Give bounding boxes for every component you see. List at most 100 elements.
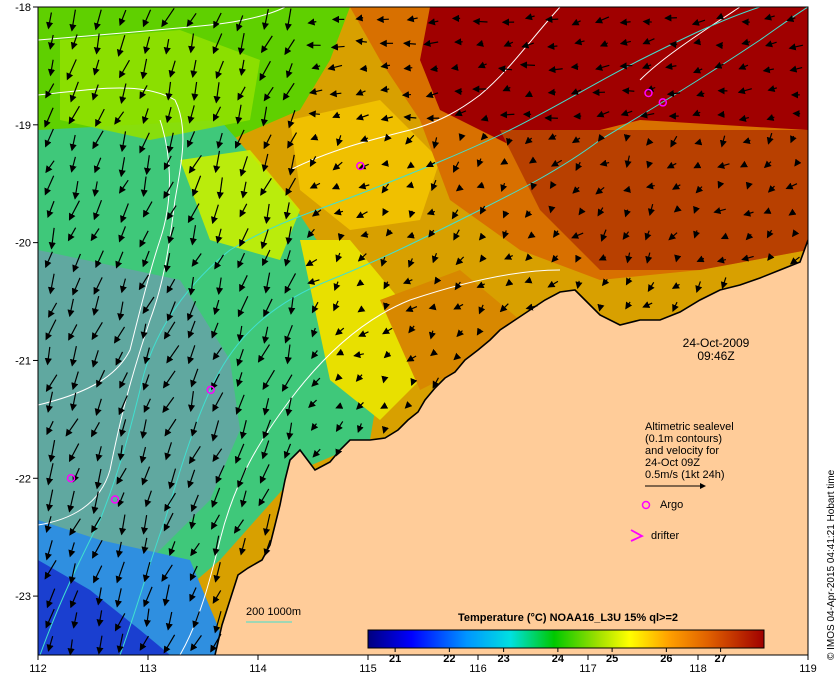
velocity-arrow bbox=[479, 205, 487, 215]
velocity-arrow bbox=[46, 12, 54, 30]
velocity-arrow bbox=[142, 9, 152, 28]
velocity-arrow bbox=[263, 272, 271, 294]
velocity-arrow bbox=[166, 205, 177, 221]
velocity-arrow bbox=[499, 303, 509, 313]
velocity-arrow bbox=[212, 448, 223, 463]
velocity-arrow bbox=[188, 154, 202, 174]
date-label: 24-Oct-2009 bbox=[682, 336, 750, 350]
velocity-arrow bbox=[45, 391, 54, 413]
velocity-arrow bbox=[235, 104, 243, 125]
velocity-arrow bbox=[259, 464, 270, 484]
velocity-arrow bbox=[521, 41, 534, 49]
velocity-arrow bbox=[263, 539, 271, 557]
velocity-arrow bbox=[139, 132, 150, 154]
velocity-arrow bbox=[595, 186, 605, 195]
argo-float-marker bbox=[658, 98, 668, 107]
velocity-arrow bbox=[46, 635, 54, 652]
velocity-arrow bbox=[91, 84, 99, 101]
velocity-arrow bbox=[547, 280, 559, 288]
velocity-arrow bbox=[502, 230, 510, 240]
velocity-arrow bbox=[786, 15, 796, 22]
velocity-arrow bbox=[524, 13, 535, 21]
velocity-arrow bbox=[188, 276, 196, 296]
velocity-arrow bbox=[48, 227, 56, 250]
velocity-arrow bbox=[693, 38, 702, 46]
velocity-arrow bbox=[549, 181, 557, 190]
velocity-arrow bbox=[335, 448, 343, 457]
velocity-arrow bbox=[645, 252, 653, 264]
velocity-arrow bbox=[93, 33, 101, 55]
argo-float-marker bbox=[356, 161, 365, 171]
lat-tick-label: -21 bbox=[15, 355, 31, 367]
velocity-arrow bbox=[143, 155, 152, 176]
velocity-arrow bbox=[311, 350, 319, 359]
velocity-arrow bbox=[790, 135, 797, 144]
velocity-arrow bbox=[69, 590, 79, 609]
velocity-arrow bbox=[95, 250, 104, 269]
lon-tick-label: 112 bbox=[29, 663, 47, 675]
velocity-arrow bbox=[90, 228, 100, 242]
velocity-arrow bbox=[767, 85, 777, 93]
velocity-arrow bbox=[165, 81, 173, 101]
velocity-arrow bbox=[114, 588, 122, 608]
velocity-arrow bbox=[788, 43, 804, 51]
velocity-arrow bbox=[525, 253, 533, 261]
velocity-arrow bbox=[570, 88, 582, 95]
velocity-arrow bbox=[91, 350, 99, 368]
velocity-arrow bbox=[48, 34, 56, 50]
lat-tick-label: -20 bbox=[15, 238, 31, 250]
velocity-arrow bbox=[479, 254, 487, 263]
velocity-arrow bbox=[93, 157, 102, 174]
velocity-arrow bbox=[454, 109, 467, 117]
velocity-arrow bbox=[307, 277, 320, 285]
velocity-arrow bbox=[432, 377, 440, 389]
velocity-arrow bbox=[312, 448, 321, 458]
velocity-arrow bbox=[187, 391, 196, 413]
velocity-arrow bbox=[45, 319, 57, 341]
velocity-arrow bbox=[188, 33, 196, 54]
velocity-arrow bbox=[497, 65, 513, 73]
velocity-arrow bbox=[161, 564, 173, 582]
velocity-arrow bbox=[431, 252, 439, 264]
velocity-arrow bbox=[310, 133, 319, 141]
velocity-arrow bbox=[309, 156, 317, 167]
velocity-arrow bbox=[308, 399, 317, 409]
velocity-arrow bbox=[92, 130, 104, 150]
velocity-arrow bbox=[283, 202, 291, 220]
velocity-arrow bbox=[287, 110, 296, 129]
velocity-arrow bbox=[262, 369, 275, 390]
velocity-arrow bbox=[113, 326, 126, 344]
velocity-arrow bbox=[161, 7, 175, 28]
velocity-arrow bbox=[115, 541, 123, 558]
colorbar-tick-label: 26 bbox=[660, 653, 672, 665]
argo-legend-label: Argo bbox=[660, 499, 684, 511]
velocity-arrow bbox=[190, 59, 198, 78]
velocity-arrow bbox=[456, 329, 464, 338]
velocity-arrow bbox=[311, 301, 319, 314]
velocity-arrow bbox=[190, 421, 198, 437]
velocity-arrow bbox=[140, 58, 148, 80]
velocity-arrow bbox=[423, 39, 439, 47]
velocity-arrow bbox=[671, 282, 680, 289]
velocity-arrow bbox=[163, 39, 171, 55]
velocity-arrow bbox=[788, 208, 797, 216]
velocity-arrow bbox=[93, 199, 103, 221]
velocity-arrow bbox=[623, 185, 631, 193]
velocity-arrow bbox=[166, 278, 176, 294]
velocity-arrow bbox=[356, 211, 368, 219]
velocity-arrow bbox=[120, 203, 129, 224]
velocity-arrow bbox=[383, 302, 391, 311]
velocity-arrow bbox=[94, 468, 102, 490]
velocity-arrow bbox=[425, 160, 436, 168]
velocity-arrow bbox=[211, 514, 220, 530]
velocity-arrow bbox=[525, 303, 538, 311]
velocity-arrow bbox=[381, 425, 389, 434]
velocity-arrow bbox=[738, 114, 749, 122]
velocity-arrow bbox=[165, 611, 173, 631]
velocity-arrow bbox=[92, 59, 100, 76]
time-label: 09:46Z bbox=[697, 349, 735, 363]
velocity-arrow bbox=[355, 374, 364, 382]
velocity-arrow bbox=[380, 114, 393, 122]
velocity-arrow bbox=[212, 347, 223, 361]
velocity-arrow bbox=[767, 185, 776, 193]
